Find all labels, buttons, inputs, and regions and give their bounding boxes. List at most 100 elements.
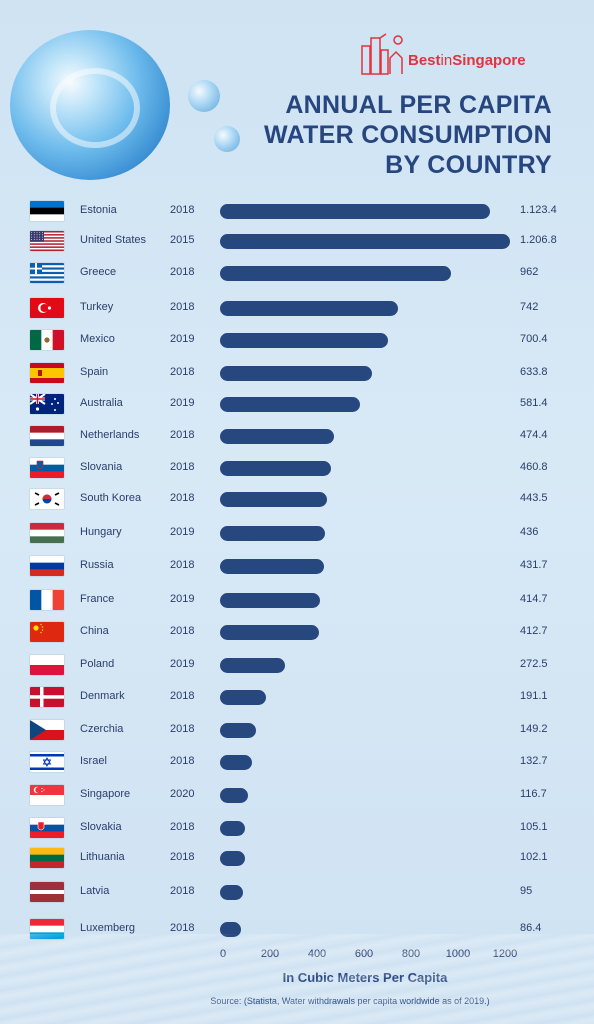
country-label: Slovakia — [80, 821, 122, 833]
year-label: 2020 — [170, 788, 195, 800]
title-line: WATER CONSUMPTION — [264, 121, 552, 149]
x-tick-label: 400 — [307, 948, 327, 960]
country-label: Greece — [80, 266, 117, 278]
value-label: 443.5 — [520, 492, 548, 504]
chart-row: Greece 2018 962 — [0, 261, 594, 285]
x-tick-label: 1200 — [492, 948, 518, 960]
bar — [220, 821, 246, 836]
denmark-flag-icon — [30, 687, 64, 707]
year-label: 2018 — [170, 559, 195, 571]
year-label: 2019 — [170, 658, 195, 670]
year-label: 2018 — [170, 625, 195, 637]
value-label: 102.1 — [520, 851, 548, 863]
year-label: 2018 — [170, 429, 195, 441]
small-bubble-decoration — [214, 126, 240, 152]
bar — [220, 429, 334, 444]
bar — [220, 788, 249, 803]
lithuania-flag-icon — [30, 848, 64, 868]
chart-row: Luxemberg 2018 86.4 — [0, 917, 594, 941]
bar — [220, 658, 286, 673]
bar — [220, 234, 510, 249]
country-label: Spain — [80, 366, 109, 378]
title-line: ANNUAL PER CAPITA — [285, 91, 552, 119]
israel-flag-icon — [30, 752, 64, 772]
year-label: 2018 — [170, 366, 195, 378]
bar — [220, 397, 360, 412]
country-label: United States — [80, 234, 147, 246]
x-tick-label: 0 — [219, 948, 227, 960]
south-korea-flag-icon — [30, 489, 64, 509]
country-label: France — [80, 593, 115, 605]
title-line: BY COUNTRY — [385, 151, 552, 179]
value-label: 86.4 — [520, 922, 542, 934]
country-label: Singapore — [80, 788, 131, 800]
hungary-flag-icon — [30, 523, 64, 543]
year-label: 2019 — [170, 593, 195, 605]
country-label: Hungary — [80, 526, 122, 538]
chart-row: Russia 2018 431.7 — [0, 554, 594, 578]
year-label: 2019 — [170, 333, 195, 345]
france-flag-icon — [30, 590, 64, 610]
bar — [220, 690, 266, 705]
mexico-flag-icon — [30, 330, 64, 350]
value-label: 962 — [520, 266, 539, 278]
year-label: 2018 — [170, 461, 195, 473]
value-label: 431.7 — [520, 559, 548, 571]
united-states-flag-icon — [30, 231, 64, 251]
russia-flag-icon — [30, 556, 64, 576]
country-label: China — [80, 625, 109, 637]
year-label: 2018 — [170, 755, 195, 767]
chart-row: Denmark 2018 191.1 — [0, 685, 594, 709]
small-bubble-decoration — [188, 80, 220, 112]
bar — [220, 526, 325, 541]
chart-row: Poland 2019 272.5 — [0, 653, 594, 677]
country-label: Turkey — [80, 301, 114, 313]
chart-row: Turkey 2018 742 — [0, 296, 594, 320]
chart-row: Latvia 2018 95 — [0, 880, 594, 904]
chart-row: Mexico 2019 700.4 — [0, 328, 594, 352]
x-axis: 0 200 400 600 800 1000 1200 — [0, 948, 594, 964]
value-label: 105.1 — [520, 821, 548, 833]
chart-row: China 2018 412.7 — [0, 620, 594, 644]
year-label: 2018 — [170, 690, 195, 702]
bar — [220, 851, 245, 866]
x-tick-label: 1000 — [445, 948, 471, 960]
country-label: Estonia — [80, 204, 117, 216]
water-bubble-decoration — [10, 30, 170, 180]
year-label: 2018 — [170, 922, 195, 934]
year-label: 2015 — [170, 234, 195, 246]
year-label: 2018 — [170, 204, 195, 216]
value-label: 116.7 — [520, 788, 547, 800]
chart-row: Singapore 2020 116.7 — [0, 783, 594, 807]
bar — [220, 559, 324, 574]
netherlands-flag-icon — [30, 426, 64, 446]
chart-row: Spain 2018 633.8 — [0, 361, 594, 385]
bar — [220, 625, 320, 640]
poland-flag-icon — [30, 655, 64, 675]
year-label: 2018 — [170, 301, 195, 313]
value-label: 474.4 — [520, 429, 548, 441]
year-label: 2018 — [170, 821, 195, 833]
value-label: 436 — [520, 526, 539, 538]
bar — [220, 593, 320, 608]
year-label: 2019 — [170, 397, 195, 409]
country-label: Russia — [80, 559, 114, 571]
estonia-flag-icon — [30, 201, 64, 221]
bar — [220, 366, 373, 381]
year-label: 2018 — [170, 492, 195, 504]
spain-flag-icon — [30, 363, 64, 383]
latvia-flag-icon — [30, 882, 64, 902]
greece-flag-icon — [30, 263, 64, 283]
country-label: Luxemberg — [80, 922, 136, 934]
country-label: Slovania — [80, 461, 123, 473]
bar — [220, 333, 389, 348]
chart-row: Slovania 2018 460.8 — [0, 456, 594, 480]
value-label: 700.4 — [520, 333, 548, 345]
x-tick-label: 800 — [401, 948, 421, 960]
year-label: 2018 — [170, 885, 195, 897]
source-note: Source: (Statista, Water withdrawals per… — [210, 996, 490, 1006]
x-tick-label: 200 — [260, 948, 280, 960]
bar — [220, 266, 452, 281]
slovakia-flag-icon — [30, 818, 64, 838]
value-label: 1.123.4 — [520, 204, 557, 216]
